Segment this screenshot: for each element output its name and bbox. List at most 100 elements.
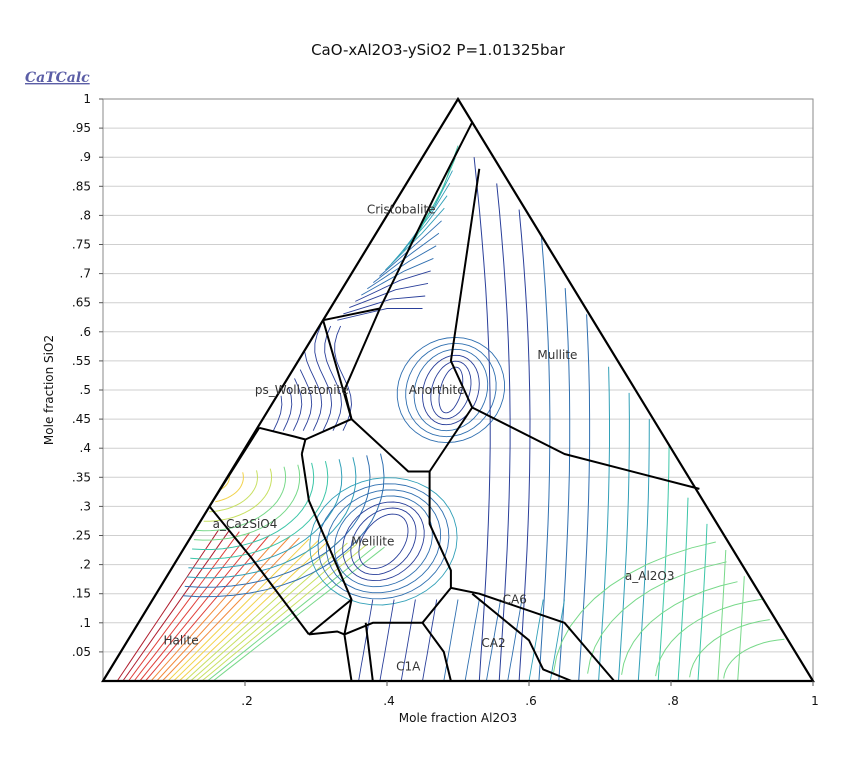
contour-line <box>677 497 689 682</box>
phase-boundary <box>471 592 572 682</box>
contour-line <box>292 378 303 431</box>
phase-label: CA2 <box>481 636 505 650</box>
phase-label: Anorthite <box>409 383 465 397</box>
contour-line <box>717 549 727 682</box>
phase-boundary <box>208 505 310 636</box>
phase-boundary <box>343 599 353 635</box>
phase-boundary <box>304 418 352 441</box>
phase-boundary <box>258 426 306 441</box>
phase-label: a_Ca2SiO4 <box>213 517 278 531</box>
x-axis-label: Mole fraction Al2O3 <box>399 711 517 725</box>
phase-label: C1A <box>396 659 421 673</box>
contour-line <box>358 599 374 682</box>
phase-label: ps_Wollastonite <box>255 383 349 397</box>
phase-boundary <box>421 471 452 624</box>
contour-line <box>549 599 565 682</box>
contour-line <box>186 457 357 579</box>
y-tick-label: .3 <box>80 499 91 513</box>
contour-line <box>464 599 480 682</box>
phase-label: CA6 <box>503 593 527 607</box>
contour-line <box>361 257 434 296</box>
contour-line <box>367 245 437 290</box>
contour-line <box>379 599 395 682</box>
phase-boundary <box>322 307 381 322</box>
contour-line <box>324 325 342 431</box>
x-tick-label: .6 <box>525 694 536 708</box>
phase-boundary <box>343 634 353 682</box>
contour-line <box>304 352 323 431</box>
y-tick-label: .05 <box>72 645 91 659</box>
y-tick-label: .5 <box>80 383 91 397</box>
contour-line <box>385 207 445 271</box>
contour-line <box>697 523 708 682</box>
x-tick-label: .4 <box>383 694 394 708</box>
contour-line <box>413 348 489 432</box>
contour-line <box>122 530 230 682</box>
contour-line <box>201 544 367 682</box>
contour-line <box>485 599 502 682</box>
y-tick-label: 1 <box>83 92 91 106</box>
contour-line <box>507 599 523 682</box>
contour-line <box>422 354 480 426</box>
y-tick-label: .7 <box>80 267 91 281</box>
contour-line <box>405 342 497 438</box>
y-tick-label: .95 <box>72 121 91 135</box>
contour-line <box>400 599 416 682</box>
contour-line <box>193 464 301 541</box>
phase-boundary <box>300 453 353 636</box>
contour-line <box>178 540 329 682</box>
contour-line <box>309 477 458 606</box>
catcalc-logo: CaTCalc <box>25 70 90 86</box>
contour-line <box>598 366 610 682</box>
x-tick-label: 1 <box>811 694 819 708</box>
contour-line <box>637 419 650 682</box>
contour-line <box>299 369 313 431</box>
phase-boundary <box>364 622 374 682</box>
contour-line <box>207 545 376 682</box>
contour-line <box>192 462 315 550</box>
contour-line <box>443 599 459 682</box>
contour-line <box>587 561 727 674</box>
contour-line <box>184 541 339 682</box>
phase-boundary <box>350 418 430 473</box>
contour-line <box>737 576 745 682</box>
y-tick-label: .15 <box>72 587 91 601</box>
contour-line <box>358 513 409 570</box>
phase-label: Mullite <box>537 348 577 362</box>
phase-boundary <box>308 630 345 636</box>
phase-boundary <box>471 406 700 490</box>
contour-line <box>723 638 785 679</box>
y-tick-label: .9 <box>80 150 91 164</box>
contour-line <box>657 445 670 682</box>
y-axis-label: Mole fraction SiO2 <box>42 335 56 445</box>
contour-line <box>128 531 240 682</box>
contour-line <box>219 475 230 491</box>
contour-line <box>621 581 738 675</box>
contour-line <box>156 536 290 682</box>
y-tick-label: .1 <box>80 616 91 630</box>
contour-line <box>195 466 287 532</box>
phase-boundary <box>421 622 452 682</box>
chart-title: CaO-xAl2O3-ySiO2 P=1.01325bar <box>311 41 566 59</box>
contour-line <box>150 535 281 682</box>
contour-line <box>212 546 385 682</box>
contour-line <box>438 366 464 414</box>
contour-line <box>655 598 763 677</box>
contour-line <box>317 483 450 600</box>
contour-line <box>528 599 544 682</box>
y-tick-label: .35 <box>72 470 91 484</box>
x-tick-label: .8 <box>667 694 678 708</box>
contour-line <box>379 220 442 277</box>
x-tick-label: .2 <box>241 694 252 708</box>
contour-line <box>337 308 423 321</box>
contour-line <box>342 501 425 582</box>
phase-label: Melilite <box>351 534 394 548</box>
contour-line <box>190 460 329 560</box>
contour-line <box>203 468 273 522</box>
ternary-triangle <box>101 96 815 683</box>
contour-line <box>422 599 438 682</box>
y-tick-label: .65 <box>72 296 91 310</box>
y-tick-label: .55 <box>72 354 91 368</box>
phase-boundary <box>344 621 423 636</box>
